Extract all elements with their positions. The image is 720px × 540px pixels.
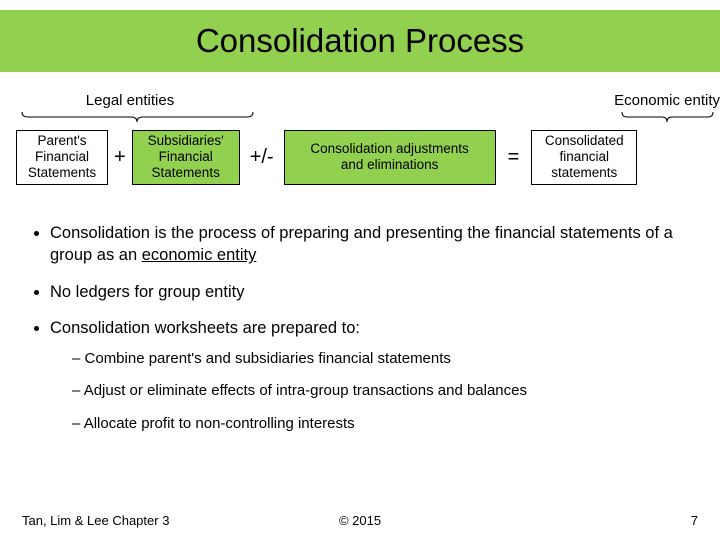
op-plusminus: +/-	[240, 146, 284, 169]
box-consolidated: Consolidatedfinancialstatements	[531, 130, 637, 185]
box-subsidiaries: Subsidiaries'FinancialStatements	[132, 130, 240, 185]
sub-3: Allocate profit to non-controlling inter…	[72, 414, 700, 434]
label-economic-entity: Economic entity	[600, 92, 720, 109]
bullet-list: Consolidation is the process of preparin…	[30, 222, 700, 448]
footer: Tan, Lim & Lee Chapter 3 © 2015 7	[0, 513, 720, 528]
op-equals: =	[496, 146, 532, 169]
page-title: Consolidation Process	[196, 22, 524, 60]
sub-1: Combine parent's and subsidiaries financ…	[72, 349, 700, 369]
op-plus: +	[108, 146, 132, 169]
title-band: Consolidation Process	[0, 10, 720, 72]
box-adjustments: Consolidation adjustmentsand elimination…	[284, 130, 496, 185]
footer-page-number: 7	[691, 513, 698, 528]
equation-row: Parent'sFinancialStatements + Subsidiari…	[0, 127, 720, 187]
brace-economic	[620, 110, 715, 121]
brace-legal	[20, 110, 255, 121]
diagram: Legal entities Economic entity Parent'sF…	[0, 92, 720, 202]
footer-left: Tan, Lim & Lee Chapter 3	[22, 513, 169, 528]
sub-2: Adjust or eliminate effects of intra-gro…	[72, 381, 700, 401]
bullet-3: Consolidation worksheets are prepared to…	[50, 317, 700, 434]
bullet-3-text: Consolidation worksheets are prepared to…	[50, 319, 360, 337]
box-parent: Parent'sFinancialStatements	[16, 130, 108, 185]
bullet-2: No ledgers for group entity	[50, 281, 700, 303]
label-legal-entities: Legal entities	[70, 92, 190, 109]
sub-list: Combine parent's and subsidiaries financ…	[50, 349, 700, 434]
bullet-1: Consolidation is the process of preparin…	[50, 222, 700, 267]
bullet-1-underline: economic entity	[142, 246, 257, 264]
